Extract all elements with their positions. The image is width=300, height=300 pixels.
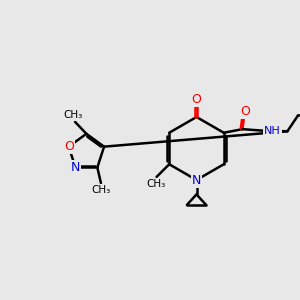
Text: N: N bbox=[192, 173, 201, 187]
Text: CH₃: CH₃ bbox=[91, 184, 111, 195]
Text: O: O bbox=[240, 105, 250, 118]
Text: N: N bbox=[71, 161, 80, 174]
Text: O: O bbox=[192, 93, 201, 106]
Text: CH₃: CH₃ bbox=[146, 179, 166, 189]
Text: CH₃: CH₃ bbox=[64, 110, 83, 120]
Text: NH: NH bbox=[264, 126, 281, 136]
Text: O: O bbox=[64, 140, 74, 153]
